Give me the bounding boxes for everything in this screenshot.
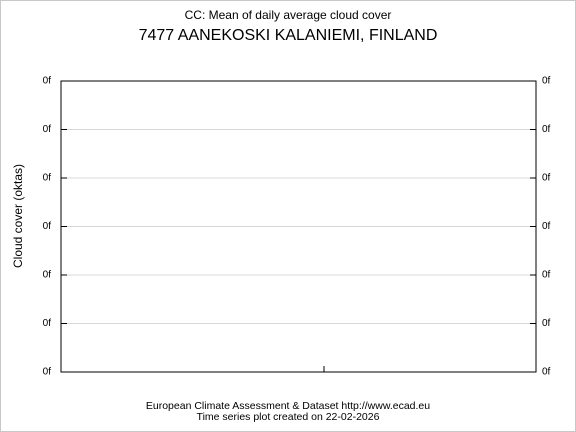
y2-tick-label: 0f — [542, 221, 551, 232]
y2-tick-label: 0f — [542, 124, 551, 135]
y-tick-label: 0f — [43, 173, 52, 184]
y2-tick-label: 0f — [542, 318, 551, 329]
y-tick-label: 0f — [43, 76, 52, 87]
y2-tick-label: 0f — [542, 367, 551, 378]
y2-tick-label: 0f — [542, 173, 551, 184]
plot-area — [60, 80, 537, 373]
chart-subtitle: 7477 AANEKOSKI KALANIEMI, FINLAND — [139, 27, 438, 44]
y-axis-label: Cloud cover (oktas) — [11, 164, 25, 268]
y-tick-label: 0f — [43, 318, 52, 329]
y-tick-label: 0f — [43, 221, 52, 232]
footer-created: Time series plot created on 22-02-2026 — [197, 411, 380, 423]
y-tick-label: 0f — [43, 367, 52, 378]
y-tick-label: 0f — [43, 124, 52, 135]
y-tick-label: 0f — [43, 270, 52, 281]
y2-tick-label: 0f — [542, 270, 551, 281]
chart-title: CC: Mean of daily average cloud cover — [185, 8, 392, 22]
y2-tick-label: 0f — [542, 76, 551, 87]
footer-source: European Climate Assessment & Dataset ht… — [146, 400, 430, 412]
